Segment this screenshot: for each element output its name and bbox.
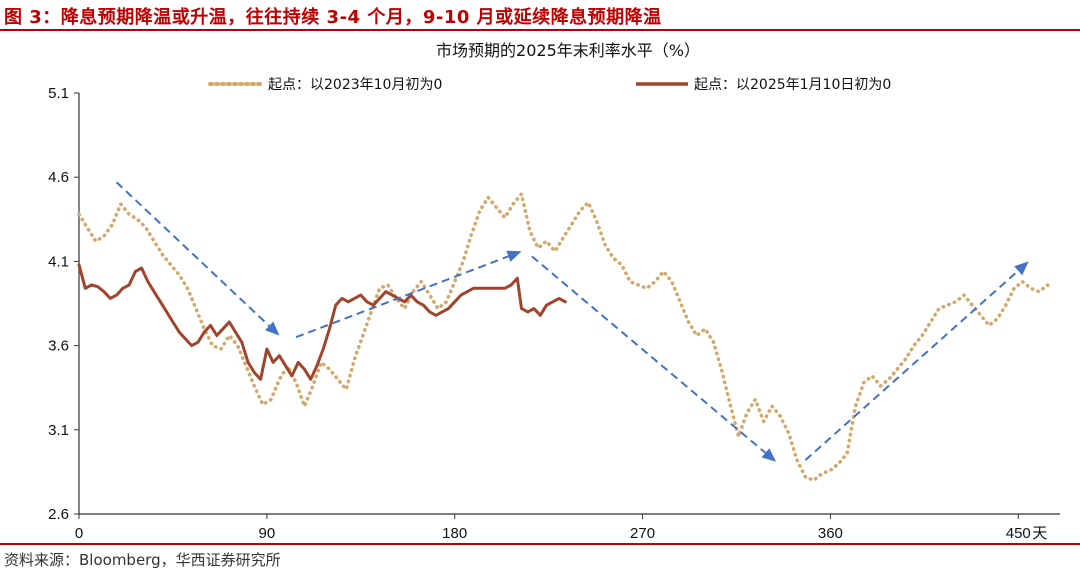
x-tick-label: 0 <box>75 525 83 542</box>
y-tick-label: 3.6 <box>48 338 69 355</box>
x-tick-label: 90 <box>259 525 276 542</box>
y-tick-label: 4.6 <box>48 169 69 186</box>
trend-arrow-head-2 <box>506 250 522 262</box>
trend-arrow-line-4 <box>804 269 1019 461</box>
legend: 起点：以2023年10月初为0 起点：以2025年1月10日初为0 <box>208 76 891 93</box>
x-tick-label: 360 <box>818 525 843 542</box>
trend-arrow-line-1 <box>115 181 270 327</box>
y-tick-label: 2.6 <box>48 506 69 523</box>
bottom-divider <box>0 543 1080 545</box>
y-tick-label: 4.1 <box>48 253 69 270</box>
line-chart: 市场预期的2025年末利率水平（%） 起点：以2023年10月初为0 起点：以2… <box>48 41 1060 542</box>
top-divider <box>0 29 1080 31</box>
trend-arrows <box>115 181 1029 462</box>
axes: 2.6 3.1 3.6 4.1 4.6 5.1 0 90 180 270 360 450 <box>48 85 1060 542</box>
trend-arrow-head-3 <box>761 448 777 462</box>
x-tick-label: 270 <box>630 525 655 542</box>
chart-title: 市场预期的2025年末利率水平（%） <box>436 41 700 60</box>
trend-arrow-line-3 <box>531 255 767 454</box>
y-tick-label: 5.1 <box>48 85 69 102</box>
series-layer <box>77 192 1054 483</box>
legend-label-2023: 起点：以2023年10月初为0 <box>268 76 442 93</box>
x-tick-label: 180 <box>442 525 467 542</box>
legend-label-2025: 起点：以2025年1月10日初为0 <box>694 76 891 93</box>
y-tick-label: 3.1 <box>48 422 69 439</box>
source-note: 资料来源：Bloomberg，华西证券研究所 <box>4 551 281 569</box>
figure-title: 图 3：降息预期降温或升温，往往持续 3-4 个月，9-10 月或延续降息预期降… <box>4 7 662 28</box>
series-line-2025 <box>77 263 567 381</box>
trend-arrow-head-4 <box>1014 261 1029 276</box>
x-tick-label: 450 <box>1006 525 1031 542</box>
trend-arrow-head-1 <box>265 321 280 336</box>
x-axis-unit-label: 天 <box>1032 525 1047 542</box>
trend-arrow-line-2 <box>295 255 509 339</box>
series-line-2023 <box>77 192 1054 483</box>
